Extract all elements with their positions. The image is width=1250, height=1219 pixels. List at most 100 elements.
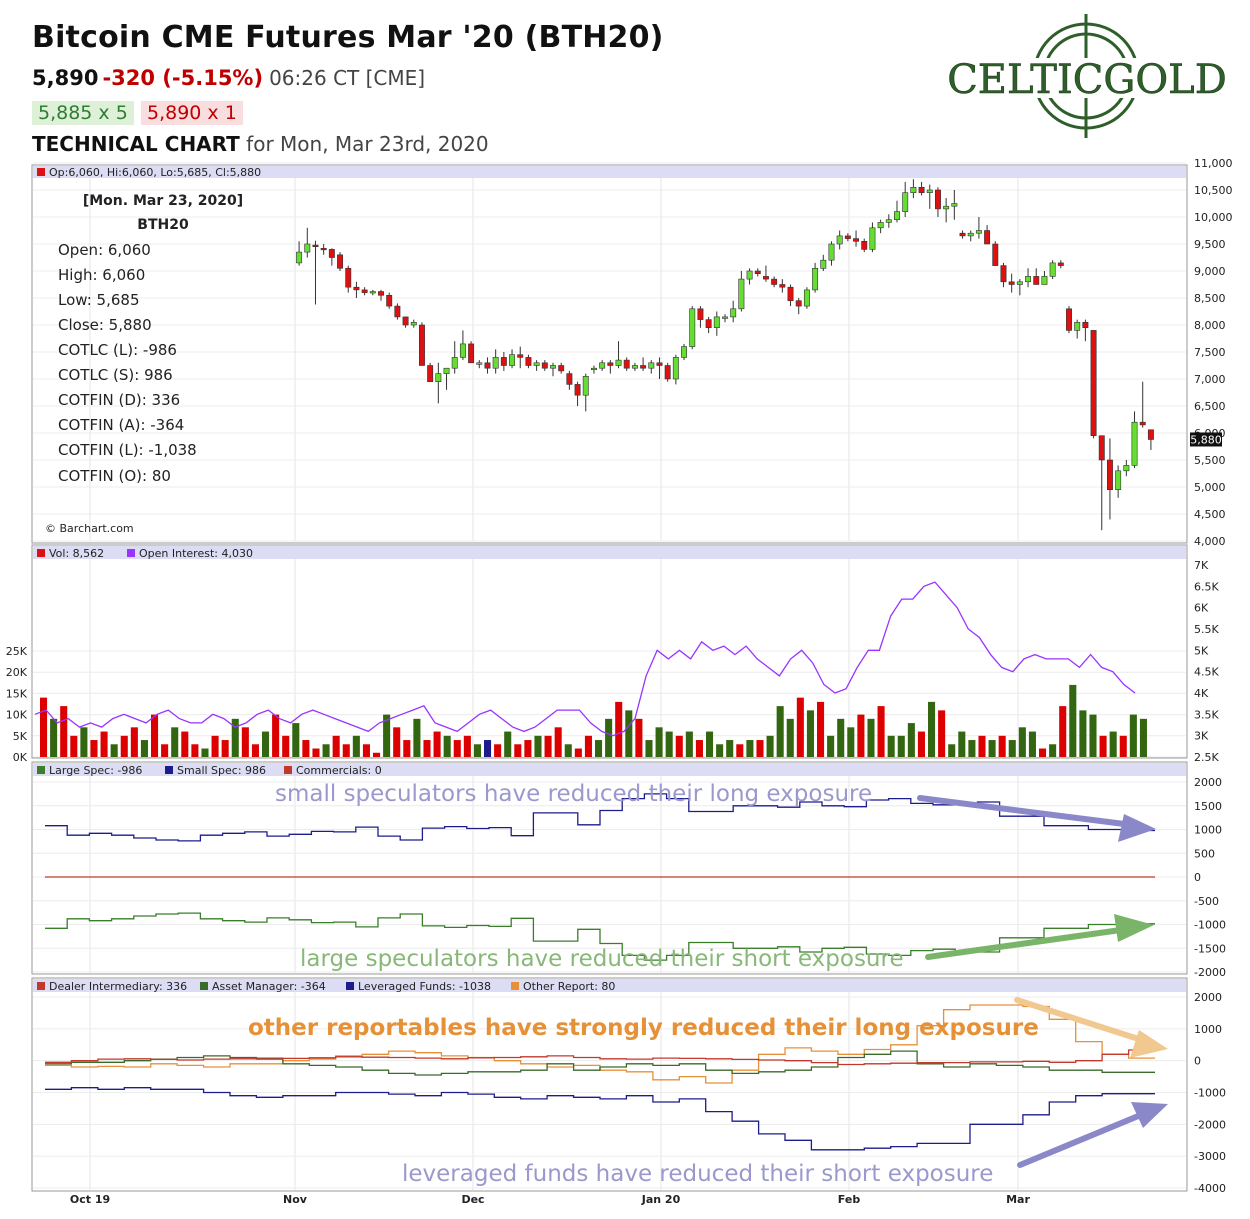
volume-bar [201,748,209,757]
volume-bar [443,735,451,757]
volume-tick-label: 0K [13,751,28,764]
open-interest-line [34,581,1136,737]
volume-bar [726,740,734,757]
volume-tick-label: 10K [6,709,28,722]
candle-body [1131,421,1138,466]
info-low: Low: 5,685 [58,291,139,309]
candle-body [484,362,491,369]
price-tick-label: 11,000 [1194,157,1233,170]
volume-tick-label: 5K [13,730,28,743]
volume-bar [413,718,421,757]
candle-body [984,230,991,245]
fin-tick-label: 0 [1194,1055,1201,1068]
volume-bar [988,740,996,757]
candle-body [525,357,532,366]
candle-body [951,203,958,207]
candle-body [550,365,556,369]
candle-body [337,254,344,269]
candle-body [1008,281,1015,285]
price-tick-label: 9,500 [1194,238,1226,251]
current-price-badge: 5,880 [1190,432,1222,447]
candle-body [853,238,860,242]
volume-tick-label: 15K [6,687,28,700]
info-cotfin-leveraged: COTFIN (L): -1,038 [58,441,197,459]
candle-body [386,294,393,307]
volume-bar [393,727,401,757]
cot-tick-label: 2000 [1194,776,1222,789]
volume-bar [352,735,360,757]
volume-bar [151,714,159,757]
info-cotfin-other: COTFIN (O): 80 [58,467,171,485]
candle-body [1000,265,1007,283]
small-spec-line [45,793,1155,842]
volume-bar [1119,735,1127,757]
candle-body [1115,470,1122,490]
volume-bar [484,740,492,757]
volume-tick-label: 25K [6,645,28,658]
volume-bar [938,710,946,757]
info-symbol: BTH20 [137,217,189,233]
candle-body [771,278,778,285]
volume-bar [746,740,754,757]
date-tick-label: Mar [1006,1193,1030,1206]
fin-tick-label: -4000 [1194,1182,1226,1195]
date-tick-label: Feb [838,1193,861,1206]
volume-bar [554,727,562,757]
volume-bar [342,744,350,757]
volume-bar [332,735,340,757]
info-close: Close: 5,880 [58,316,152,334]
candle-body [672,357,679,380]
price-tick-label: 9,000 [1194,265,1226,278]
volume-bar [211,735,219,757]
candle-body [590,367,597,371]
volume-bar [877,706,885,757]
candle-body [541,362,548,369]
volume-bar [675,735,683,757]
candle-body [410,321,417,326]
volume-bar [403,740,411,757]
last-price: 5,890 [32,66,99,90]
arrow-leveraged-head [1131,1102,1168,1128]
small-spec-legend: Small Spec: 986 [177,764,266,777]
other-report-legend: Other Report: 80 [523,980,615,993]
info-high: High: 6,060 [58,266,145,284]
volume-bar [262,731,270,757]
oi-tick-label: 5.5K [1194,623,1219,636]
chart-title: Bitcoin CME Futures Mar '20 (BTH20) [32,20,664,55]
cot-financial-axis: 2000 1000 0 -1000 -2000 -3000 -4000 [1194,991,1226,1195]
candle-body [509,354,516,366]
fin-tick-label: -1000 [1194,1087,1226,1100]
info-cotfin-asset: COTFIN (A): -364 [58,416,184,434]
volume-bar [1018,727,1026,757]
volume-bar [504,731,512,757]
cot-financial-lines [45,1004,1155,1151]
volume-bar [463,735,471,757]
annotation-small-spec: small speculators have reduced their lon… [275,781,872,807]
large-spec-legend: Large Spec: -986 [49,764,142,777]
candle-body [648,362,655,369]
candle-body [1123,465,1130,472]
tech-date: for Mon, Mar 23rd, 2020 [246,132,489,156]
volume-bar [1079,710,1087,757]
volume-bar [534,735,542,757]
candle-body [812,267,819,291]
volume-bar [958,731,966,757]
candle-body [664,365,671,380]
candle-body [615,359,622,366]
volume-bar [968,740,976,757]
arrow-large-spec-head [1114,914,1154,942]
vol-legend: Vol: 8,562 [49,547,104,560]
current-price-value: 5,880 [1190,433,1222,446]
annotation-leveraged-funds: leveraged funds have reduced their short… [402,1161,993,1187]
cot-financial-panel: Dealer Intermediary: 336 Asset Manager: … [31,977,1188,1192]
price-tick-label: 4,000 [1194,535,1226,548]
volume-tick-label: 20K [6,666,28,679]
candle-body [1041,276,1048,285]
candle-body [689,308,696,347]
volume-bar [292,723,300,757]
volume-bar [716,744,724,757]
oi-tick-label: 4K [1194,687,1209,700]
leveraged-funds-legend: Leveraged Funds: -1038 [358,980,491,993]
price-tick-label: 4,500 [1194,508,1226,521]
volume-bar [473,744,481,757]
